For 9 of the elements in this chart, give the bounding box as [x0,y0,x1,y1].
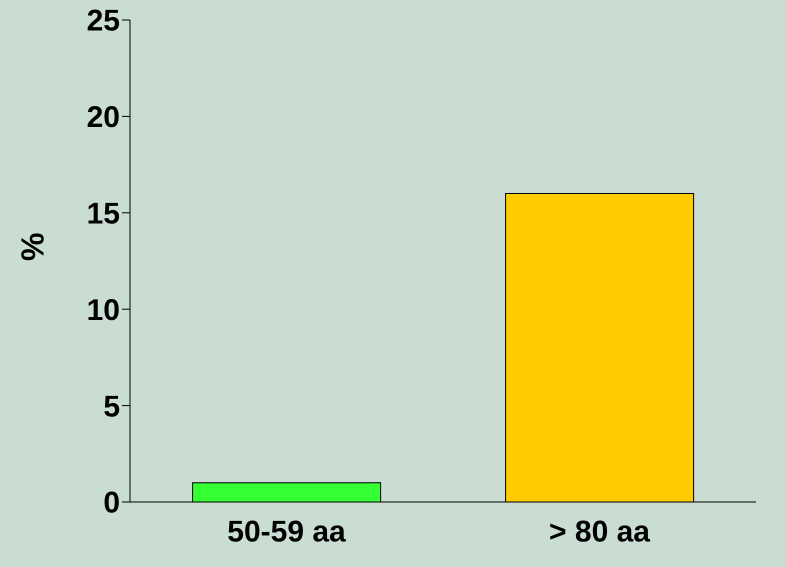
y-tick-label: 20 [86,101,120,134]
y-tick-label: 10 [86,294,120,327]
y-tick-label: 25 [86,4,120,38]
y-tick-label: 0 [103,486,120,520]
x-tick-label: > 80 aa [549,515,650,548]
x-tick-label: 50-59 aa [227,515,346,548]
y-tick-label: 5 [103,390,120,424]
y-axis-title: % [14,232,50,261]
y-tick-label: 15 [86,197,120,230]
